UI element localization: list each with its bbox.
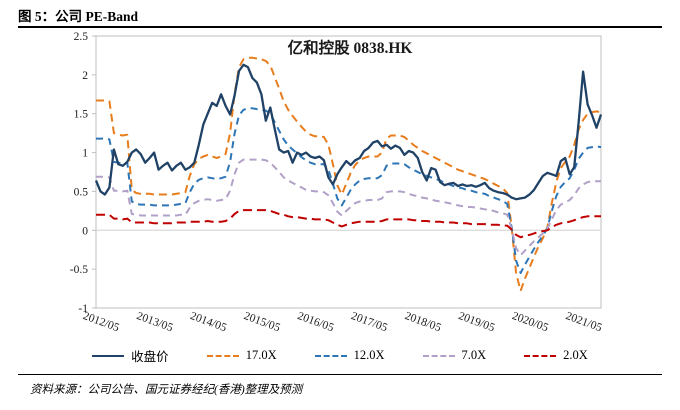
pe-band-chart: 2.5 2 1.5 1 0.5 0 -0.5 -1 2012/05 2013/05 2014/05… [70, 31, 604, 334]
y-tick-label: 2 [82, 70, 88, 82]
y-tick-label: -1 [78, 303, 88, 315]
figure-heading: 图 5：公司 PE-Band [18, 9, 139, 24]
legend-swatch-7x-line [422, 354, 455, 357]
legend-swatch-close-line [92, 354, 125, 357]
x-tick-label: 2019/05 [457, 310, 497, 334]
legend-item-2x: 2.0X [524, 348, 588, 363]
y-tick-label: 0 [82, 225, 88, 237]
x-tick-label: 2020/05 [510, 310, 550, 334]
plot-frame [95, 35, 602, 309]
legend-item-close: 收盘价 [92, 346, 169, 365]
legend-label-12x: 12.0X [353, 348, 385, 362]
y-axis-labels: 2.5 2 1.5 1 0.5 0 -0.5 -1 [70, 31, 96, 315]
y-tick-label: 2.5 [74, 31, 89, 43]
legend-item-7x: 7.0X [422, 348, 487, 363]
x-tick-label: 2014/05 [189, 310, 229, 334]
chart-title: 亿和控股 0838.HK [288, 38, 413, 57]
legend-item-17x: 17.0X [206, 348, 277, 363]
x-axis-labels: 2012/05 2013/05 2014/05 2015/05 2016/05 2017/… [81, 310, 603, 334]
y-tick-label: 0.5 [74, 186, 89, 198]
heading-divider [18, 26, 662, 28]
x-tick-label: 2018/05 [403, 310, 443, 334]
legend-swatch-12x-line [314, 354, 347, 357]
source-divider [18, 374, 662, 375]
x-tick-label: 2015/05 [242, 310, 282, 334]
series-line-17x [96, 56, 602, 292]
y-tick-label: 1.5 [74, 109, 89, 121]
plot-frame-group [95, 35, 602, 309]
chart-area: 2.5 2 1.5 1 0.5 0 -0.5 -1 2012/05 2013/05 2014/05… [0, 28, 680, 348]
legend-label-2x: 2.0X [563, 348, 588, 362]
series-line-12x [96, 107, 602, 274]
series-line-2x [96, 209, 601, 239]
y-tick-label: 1 [82, 148, 88, 160]
series-lines [94, 56, 603, 292]
x-tick-label: 2012/05 [81, 310, 121, 334]
source-note: 资料来源：公司公告、国元证券经纪(香港)整理及预测 [30, 384, 303, 396]
legend-item-12x: 12.0X [314, 348, 385, 363]
x-tick-label: 2013/05 [135, 310, 175, 334]
legend-label-close: 收盘价 [131, 350, 169, 364]
legend-swatch-2x-line [524, 354, 557, 357]
series-line-7x [96, 158, 601, 257]
chart-legend: 收盘价 17.0X 12.0X 7.0X 2.0X [0, 346, 680, 365]
legend-label-17x: 17.0X [245, 348, 277, 362]
series-line-close [94, 63, 603, 201]
legend-swatch-17x-line [206, 354, 239, 357]
x-tick-label: 2021/05 [564, 310, 604, 334]
x-tick-label: 2016/05 [296, 310, 336, 334]
y-tick-label: -0.5 [70, 264, 88, 276]
legend-label-7x: 7.0X [461, 348, 487, 362]
x-tick-label: 2017/05 [349, 310, 389, 334]
